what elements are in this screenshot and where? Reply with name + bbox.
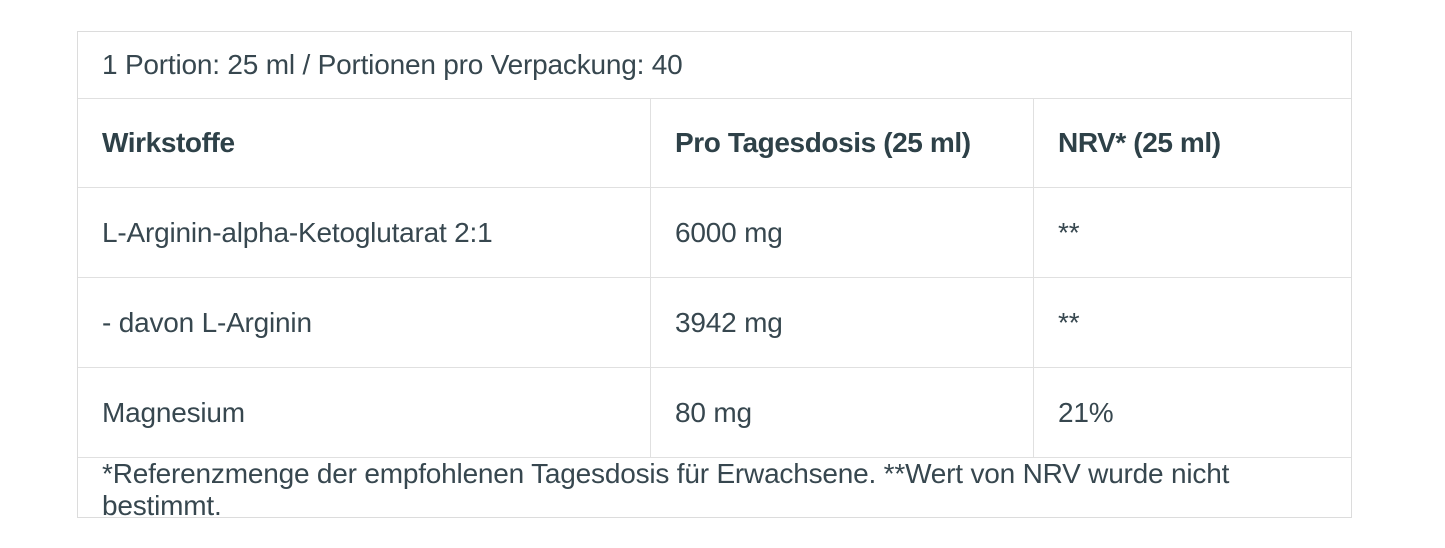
footnote-row: *Referenzmenge der empfohlenen Tagesdosi…	[78, 457, 1351, 522]
ingredient-nrv: 21%	[1033, 367, 1351, 457]
nutrition-grid: Wirkstoffe Pro Tagesdosis (25 ml) NRV* (…	[78, 98, 1351, 457]
ingredient-dose: 3942 mg	[650, 277, 1033, 367]
ingredient-name: L-Arginin-alpha-Ketoglutarat 2:1	[78, 187, 650, 277]
portion-info-row: 1 Portion: 25 ml / Portionen pro Verpack…	[78, 32, 1351, 98]
footnote-text: *Referenzmenge der empfohlenen Tagesdosi…	[102, 458, 1230, 521]
column-header-nrv: NRV* (25 ml)	[1033, 98, 1351, 187]
column-header-wirkstoffe: Wirkstoffe	[78, 98, 650, 187]
ingredient-dose: 6000 mg	[650, 187, 1033, 277]
nutrition-facts-table: 1 Portion: 25 ml / Portionen pro Verpack…	[77, 31, 1352, 521]
portion-info-text: 1 Portion: 25 ml / Portionen pro Verpack…	[102, 49, 683, 80]
ingredient-name: - davon L-Arginin	[78, 277, 650, 367]
ingredient-dose: 80 mg	[650, 367, 1033, 457]
ingredient-nrv: **	[1033, 277, 1351, 367]
ingredient-name: Magnesium	[78, 367, 650, 457]
column-header-pro-tagesdosis: Pro Tagesdosis (25 ml)	[650, 98, 1033, 187]
ingredient-nrv: **	[1033, 187, 1351, 277]
